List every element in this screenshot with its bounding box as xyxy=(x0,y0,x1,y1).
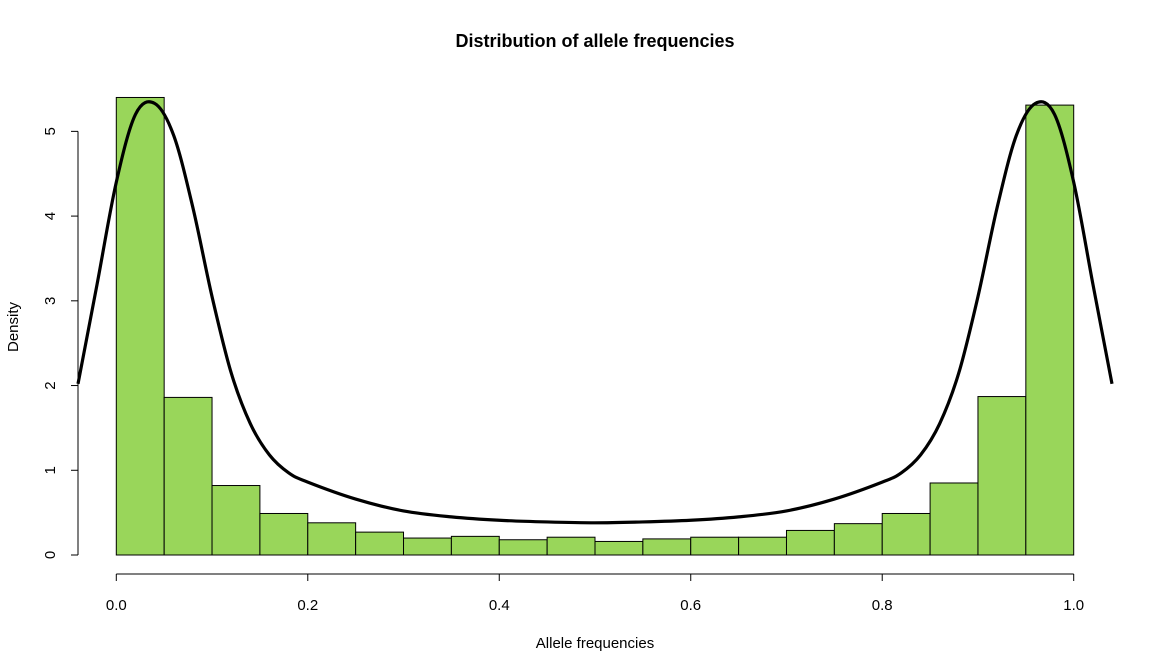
histogram-bar xyxy=(738,536,787,556)
bars-group xyxy=(115,96,1075,556)
histogram-bar xyxy=(642,538,692,556)
y-axis-label: Density xyxy=(5,301,22,352)
density-curve xyxy=(76,100,1114,525)
x-tick-label: 0.2 xyxy=(297,597,318,614)
histogram-bar xyxy=(594,540,644,556)
x-tick-label: 0.6 xyxy=(680,597,701,614)
histogram-bar xyxy=(115,96,165,556)
histogram-bar xyxy=(403,537,452,556)
histogram-bar xyxy=(833,523,883,556)
histogram-bar xyxy=(163,396,213,556)
x-axis: 0.0 0.2 0.4 0.6 0.8 1.0 xyxy=(106,573,1084,614)
chart-title: Distribution of allele frequencies xyxy=(455,31,734,51)
x-tick-label: 0.4 xyxy=(489,597,510,614)
y-tick-label: 4 xyxy=(42,212,59,220)
histogram-bar xyxy=(546,536,596,556)
x-tick-label: 1.0 xyxy=(1063,597,1084,614)
x-axis-label: Allele frequencies xyxy=(536,635,654,652)
histogram-bar xyxy=(690,536,740,556)
y-tick-label: 0 xyxy=(42,551,59,559)
histogram-bar xyxy=(450,535,500,556)
y-tick-label: 1 xyxy=(42,466,59,474)
density-curve-layer xyxy=(76,100,1114,525)
y-axis: 0 1 2 3 4 5 xyxy=(42,127,79,559)
histogram-bar xyxy=(1025,104,1075,556)
histogram-bar xyxy=(307,522,357,556)
x-tick-label: 0.0 xyxy=(106,597,127,614)
histogram-bar xyxy=(259,512,309,556)
histogram-bar xyxy=(977,396,1027,556)
x-tick-label: 0.8 xyxy=(872,597,893,614)
histogram-bar xyxy=(498,539,548,556)
y-tick-label: 5 xyxy=(42,127,59,135)
histogram-bar xyxy=(785,529,835,556)
y-tick-label: 3 xyxy=(42,297,59,305)
histogram-bar xyxy=(355,531,405,556)
histogram-bar xyxy=(929,482,979,556)
histogram-bar xyxy=(211,485,261,556)
y-tick-label: 2 xyxy=(42,381,59,389)
histogram-bar xyxy=(881,512,931,556)
